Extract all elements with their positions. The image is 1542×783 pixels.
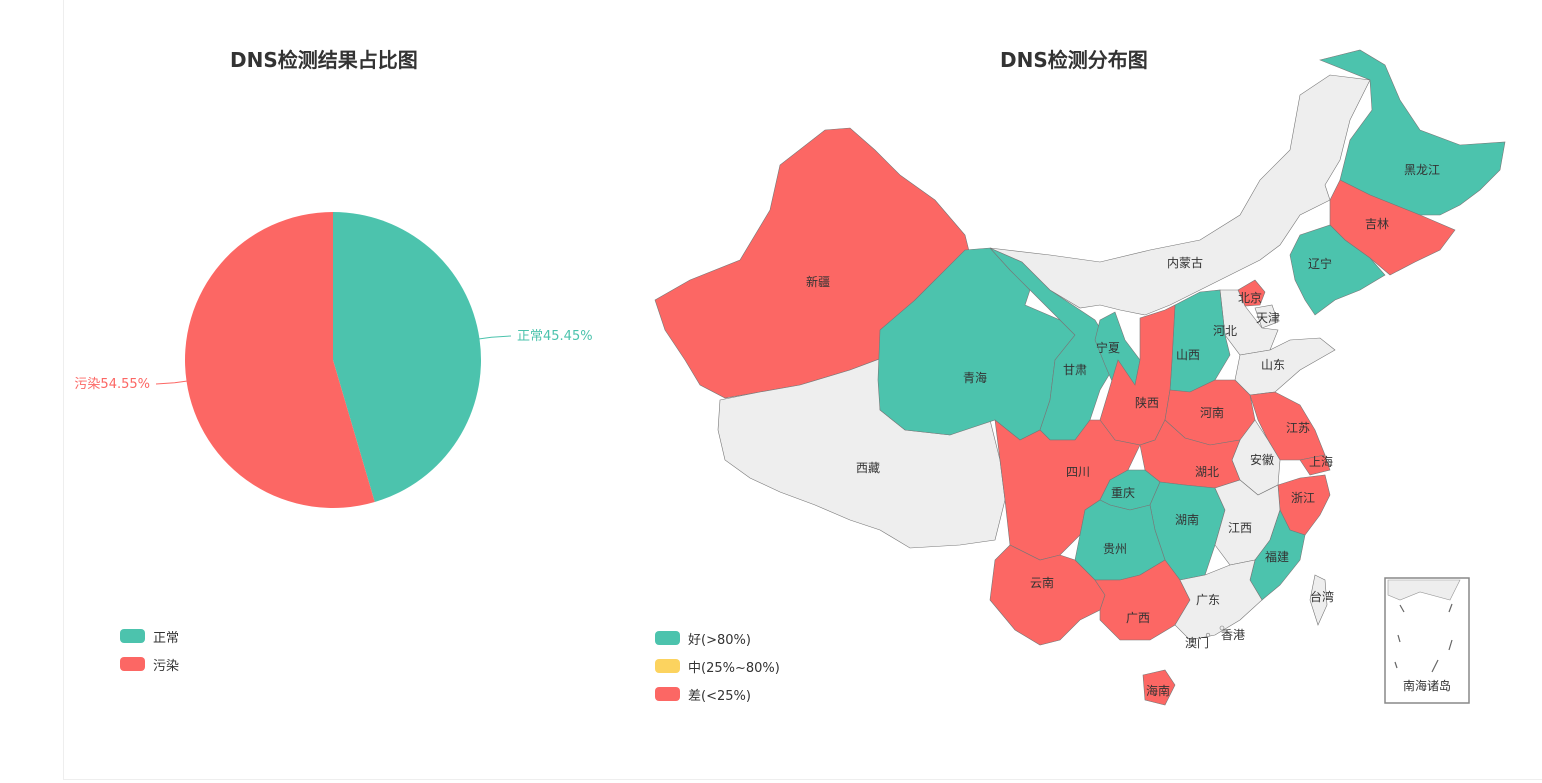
inset-dash <box>1448 639 1453 651</box>
map-legend-item-bad[interactable]: 差(<25%) <box>655 680 780 708</box>
map-legend: 好(>80%) 中(25%~80%) 差(<25%) <box>655 624 780 708</box>
map-region-黑龙江[interactable] <box>1319 49 1506 216</box>
map-region-label: 福建 <box>1265 549 1289 564</box>
pie-legend-item-polluted[interactable]: 污染 <box>120 650 179 678</box>
map-region-香港[interactable] <box>1219 625 1225 631</box>
map-region-海南[interactable] <box>1142 669 1176 706</box>
pie-legend-item-normal[interactable]: 正常 <box>120 622 179 650</box>
map-legend-item-good[interactable]: 好(>80%) <box>655 624 780 652</box>
inset-dash <box>1431 659 1439 673</box>
map-region-label: 内蒙古 <box>1167 255 1203 270</box>
inset-dash <box>1394 661 1398 669</box>
map-region-label: 辽宁 <box>1308 256 1332 271</box>
map-region-label: 台湾 <box>1310 589 1334 604</box>
map-region-label: 黑龙江 <box>1404 163 1440 177</box>
map-region-label: 山西 <box>1176 348 1200 362</box>
legend-swatch-good <box>655 631 680 645</box>
map-region-上海[interactable] <box>1299 454 1331 476</box>
map-region-河北[interactable] <box>1219 289 1279 356</box>
map-region-label: 湖北 <box>1195 464 1219 479</box>
inset-coast <box>1387 579 1461 601</box>
inset-dash <box>1448 603 1453 613</box>
map-region-label: 宁夏 <box>1096 340 1120 355</box>
inset-dash <box>1397 634 1401 643</box>
map-region-label: 海南 <box>1146 683 1170 698</box>
map-region-台湾[interactable] <box>1309 574 1328 626</box>
legend-swatch-bad <box>655 687 680 701</box>
map-region-云南[interactable] <box>989 544 1106 646</box>
map-region-label: 浙江 <box>1291 491 1315 505</box>
map-region-label: 山东 <box>1261 358 1285 372</box>
pie-chart-title: DNS检测结果占比图 <box>230 48 418 72</box>
map-region-label: 重庆 <box>1111 486 1135 500</box>
map-chart-title: DNS检测分布图 <box>1000 48 1148 72</box>
map-region-label: 江西 <box>1228 521 1252 535</box>
map-region-label: 云南 <box>1030 575 1054 590</box>
map-region-label: 广西 <box>1126 611 1150 625</box>
map-region-label: 澳门 <box>1185 635 1209 650</box>
pie-data-label: 正常45.45% <box>517 329 593 344</box>
map-region-label: 北京 <box>1238 291 1262 305</box>
legend-label-good: 好(>80%) <box>688 632 751 648</box>
map-region-label: 湖南 <box>1175 512 1199 527</box>
map-region-label: 四川 <box>1066 465 1090 479</box>
pie-slice-normal[interactable] <box>333 212 482 502</box>
map-region-label: 贵州 <box>1103 542 1127 556</box>
map-region-label: 吉林 <box>1365 217 1389 231</box>
chart-panel <box>63 0 1542 780</box>
map-region-广东[interactable] <box>1174 559 1263 641</box>
map-legend-item-mid[interactable]: 中(25%~80%) <box>655 652 780 680</box>
legend-label-normal: 正常 <box>153 630 180 646</box>
map-region-山西[interactable] <box>1169 289 1231 393</box>
inset-dash <box>1399 604 1405 613</box>
map-region-label: 新疆 <box>806 274 830 289</box>
pie-label-line <box>155 380 187 385</box>
pie-legend: 正常 污染 <box>120 622 179 678</box>
map-region-label: 广东 <box>1196 593 1220 607</box>
map-region-label: 江苏 <box>1286 421 1310 435</box>
map-region-label: 上海 <box>1309 454 1333 469</box>
map-region-label: 陕西 <box>1135 395 1159 410</box>
map-region-内蒙古[interactable] <box>989 74 1371 316</box>
map-region-label: 河南 <box>1200 405 1224 420</box>
map-region-天津[interactable] <box>1254 304 1279 329</box>
inset-label: 南海诸岛 <box>1403 678 1451 693</box>
pie-label-line <box>479 335 512 340</box>
map-region-label: 香港 <box>1221 628 1245 642</box>
map-region-辽宁[interactable] <box>1289 224 1386 316</box>
map-region-label: 甘肃 <box>1063 363 1087 377</box>
pie-chart: 正常45.45% 污染54.55% <box>74 212 593 508</box>
pie-data-label: 污染54.55% <box>74 377 150 392</box>
map-region-label: 安徽 <box>1250 452 1274 467</box>
legend-label-mid: 中(25%~80%) <box>688 660 780 676</box>
map-region-label: 西藏 <box>856 461 880 475</box>
south-china-sea-inset: 南海诸岛 <box>1384 577 1470 704</box>
map-region-label: 青海 <box>963 370 987 385</box>
pie-slice-polluted[interactable] <box>185 212 375 508</box>
legend-swatch-polluted <box>120 657 145 671</box>
map-region-澳门[interactable] <box>1205 632 1211 638</box>
map-region-label: 河北 <box>1213 324 1237 338</box>
map-region-label: 天津 <box>1256 311 1280 325</box>
legend-swatch-normal <box>120 629 145 643</box>
legend-label-polluted: 污染 <box>153 658 180 674</box>
legend-label-bad: 差(<25%) <box>688 688 751 704</box>
legend-swatch-mid <box>655 659 680 673</box>
